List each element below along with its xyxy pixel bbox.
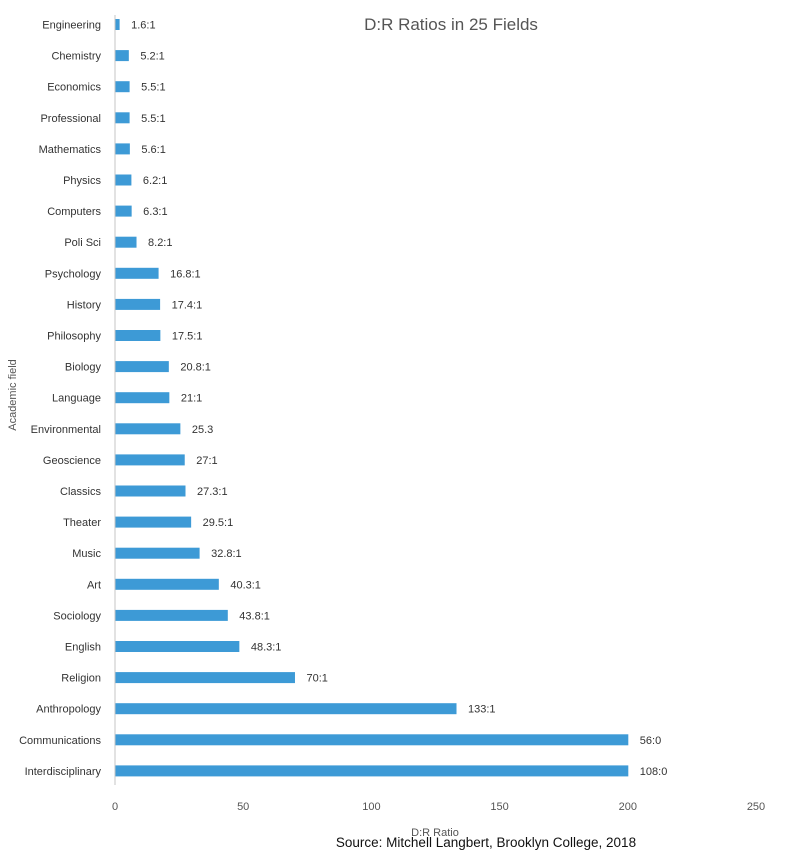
data-label: 27.3:1 (197, 486, 228, 498)
category-label: Computers (47, 206, 101, 218)
data-label: 29.5:1 (203, 517, 234, 529)
category-label: Poli Sci (64, 237, 101, 249)
data-labels: 1.6:1 5.2:1 5.5:1 5.5:1 5.6:1 6.2:1 6.3:1 8.2:1… (131, 20, 667, 778)
category-label: Anthropology (36, 704, 101, 716)
bar (115, 672, 295, 684)
data-label: 27:1 (196, 455, 217, 467)
bar (115, 485, 186, 497)
bar (115, 143, 130, 155)
bars-group (115, 19, 629, 777)
category-label: Sociology (53, 610, 101, 622)
category-label: Philosophy (47, 331, 101, 343)
data-label: 20.8:1 (180, 362, 211, 374)
x-tick-label: 200 (619, 801, 637, 813)
category-label: Environmental (31, 424, 101, 436)
category-label: Geoscience (43, 455, 101, 467)
data-label: 16.8:1 (170, 268, 201, 280)
chart-title: D:R Ratios in 25 Fields (364, 15, 538, 34)
category-label: Engineering (42, 20, 101, 32)
category-label: Classics (60, 486, 101, 498)
data-label: 8.2:1 (148, 237, 172, 249)
data-label: 21:1 (181, 393, 202, 405)
data-label: 5.5:1 (141, 113, 165, 125)
data-label: 43.8:1 (239, 610, 270, 622)
data-label: 48.3:1 (251, 642, 282, 654)
bar (115, 392, 170, 404)
x-tick-label: 150 (490, 801, 508, 813)
category-label: English (65, 642, 101, 654)
bar (115, 734, 629, 746)
data-label: 5.5:1 (141, 82, 165, 94)
data-label: 5.2:1 (140, 51, 164, 63)
bar (115, 765, 629, 777)
category-label: Professional (40, 113, 101, 125)
x-tick-label: 0 (112, 801, 118, 813)
y-axis-title: Academic field (7, 359, 19, 431)
source-note: Source: Mitchell Langbert, Brooklyn Coll… (336, 835, 636, 850)
data-label: 70:1 (306, 673, 327, 685)
category-label: Mathematics (39, 144, 102, 156)
bar (115, 609, 228, 621)
data-label: 1.6:1 (131, 20, 155, 32)
category-label: Language (52, 393, 101, 405)
data-label: 108:0 (640, 766, 668, 778)
bar (115, 81, 130, 93)
category-label: Economics (47, 82, 101, 94)
bar (115, 174, 132, 186)
category-label: Chemistry (51, 51, 101, 63)
category-labels: Engineering Chemistry Economics Professiona… (19, 20, 101, 778)
x-tick-label: 50 (237, 801, 249, 813)
data-label: 6.3:1 (143, 206, 167, 218)
category-label: Physics (63, 175, 101, 187)
bar (115, 50, 129, 62)
category-label: Interdisciplinary (25, 766, 102, 778)
bar (115, 236, 137, 248)
bar (115, 547, 200, 559)
x-tick-label: 100 (362, 801, 380, 813)
data-label: 56:0 (640, 735, 661, 747)
data-label: 25.3 (192, 424, 213, 436)
bar (115, 578, 219, 590)
bar (115, 19, 120, 30)
bar (115, 205, 132, 217)
bar (115, 641, 240, 652)
bar (115, 423, 181, 435)
data-label: 5.6:1 (141, 144, 165, 156)
bar (115, 454, 185, 466)
category-label: History (67, 299, 102, 311)
category-label: Religion (61, 673, 101, 685)
category-label: Biology (65, 362, 102, 374)
category-label: Psychology (45, 268, 102, 280)
category-label: Music (72, 548, 101, 560)
data-label: 133:1 (468, 704, 496, 716)
bar (115, 361, 169, 373)
x-tick-label: 250 (747, 801, 765, 813)
category-label: Art (87, 579, 101, 591)
bar (115, 298, 161, 310)
category-label: Communications (19, 735, 101, 747)
data-label: 40.3:1 (230, 579, 261, 591)
data-label: 6.2:1 (143, 175, 167, 187)
data-label: 17.5:1 (172, 331, 203, 343)
x-axis-title: D:R Ratio (411, 827, 459, 839)
bar (115, 516, 192, 528)
bar (115, 112, 130, 124)
data-label: 17.4:1 (172, 299, 203, 311)
bar (115, 267, 159, 279)
bar (115, 330, 161, 341)
x-axis-ticks: 0 50 100 150 200 250 (112, 801, 765, 813)
category-label: Theater (63, 517, 101, 529)
bar (115, 703, 457, 715)
data-label: 32.8:1 (211, 548, 242, 560)
